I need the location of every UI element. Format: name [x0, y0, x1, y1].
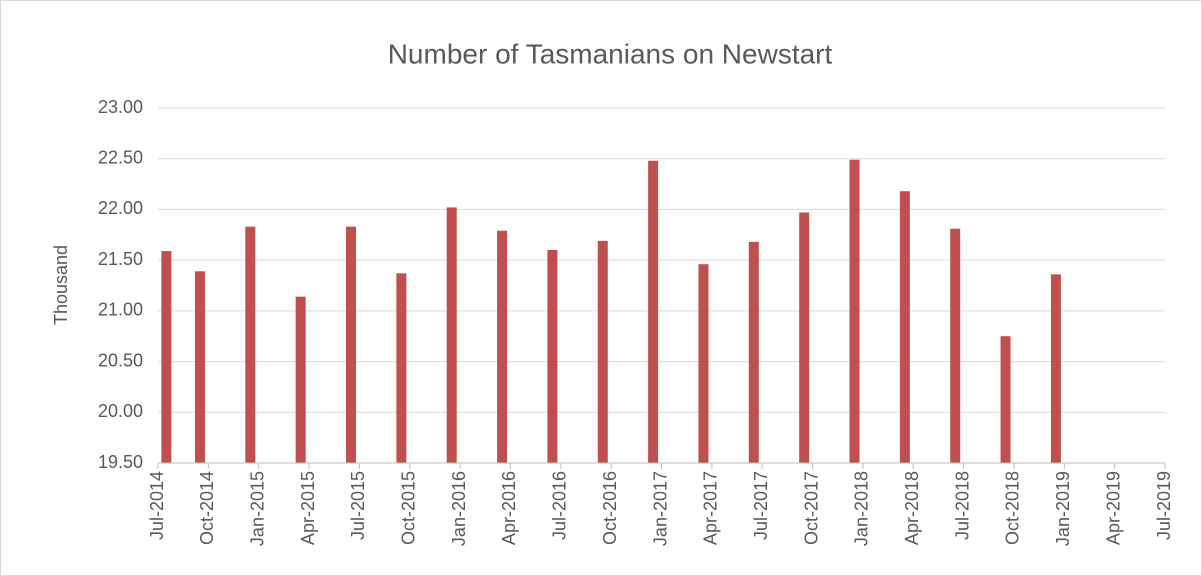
bar [899, 191, 910, 463]
bar [446, 207, 457, 463]
bar [396, 273, 407, 463]
bar [245, 226, 256, 463]
x-tick-label: Jan-2017 [650, 471, 670, 546]
x-tick-label: Apr-2019 [1103, 471, 1123, 545]
x-tick-label: Apr-2015 [298, 471, 318, 545]
bar [597, 240, 608, 463]
bar [950, 228, 961, 463]
y-tick-label: 23.00 [98, 97, 143, 117]
bar [346, 226, 357, 463]
x-tick-label: Jan-2016 [449, 471, 469, 546]
x-tick-label: Jul-2015 [348, 471, 368, 540]
y-tick-label: 21.00 [98, 300, 143, 320]
y-axis-label: Thousand [51, 245, 71, 325]
bar [295, 296, 306, 463]
x-tick-label: Jan-2015 [247, 471, 267, 546]
bar [799, 212, 810, 463]
x-tick-label: Jul-2017 [751, 471, 771, 540]
bar [698, 264, 709, 463]
x-tick-label: Oct-2014 [197, 471, 217, 545]
x-tick-label: Oct-2018 [1003, 471, 1023, 545]
bar [547, 250, 558, 463]
x-tick-label: Oct-2016 [600, 471, 620, 545]
y-tick-label: 20.00 [98, 401, 143, 421]
x-tick-label: Jan-2019 [1053, 471, 1073, 546]
x-tick-label: Oct-2015 [399, 471, 419, 545]
y-tick-label: 19.50 [98, 452, 143, 472]
bar [648, 160, 659, 463]
bar [497, 230, 508, 463]
bar [1000, 336, 1011, 463]
y-tick-label: 20.50 [98, 350, 143, 370]
bar [849, 159, 860, 463]
x-tick-label: Apr-2017 [701, 471, 721, 545]
x-tick-label: Jan-2018 [852, 471, 872, 546]
bar [748, 241, 759, 463]
x-tick-label: Jul-2014 [147, 471, 167, 540]
y-tick-label: 22.00 [98, 198, 143, 218]
x-tick-label: Oct-2017 [801, 471, 821, 545]
x-tick-label: Jul-2019 [1154, 471, 1174, 540]
x-tick-label: Apr-2016 [499, 471, 519, 545]
bar [194, 271, 205, 463]
y-tick-label: 22.50 [98, 147, 143, 167]
bar [1050, 274, 1061, 463]
chart-title: Number of Tasmanians on Newstart [388, 38, 833, 69]
x-tick-label: Jul-2016 [550, 471, 570, 540]
y-tick-label: 21.50 [98, 249, 143, 269]
bar [161, 251, 172, 463]
x-tick-label: Apr-2018 [902, 471, 922, 545]
x-tick-label: Jul-2018 [952, 471, 972, 540]
